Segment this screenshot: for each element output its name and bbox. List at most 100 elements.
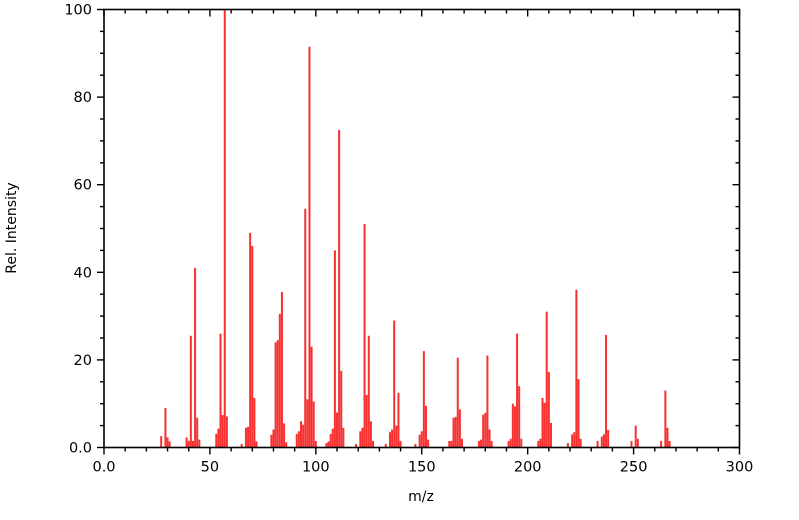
spectrum-bar [477,440,480,448]
plot-border [103,8,741,449]
spectrum-bar [507,440,510,448]
spectrum-bar [285,442,288,448]
spectrum-bar [253,398,256,448]
spectrum-bar [189,335,192,448]
spectrum-bar [327,441,330,448]
spectrum-bar [577,379,580,448]
spectrum-bar [480,439,483,448]
spectrum-bar [168,441,171,448]
x-tick-label: 100 [302,460,330,476]
spectrum-bar [602,434,605,448]
spectrum-bar [520,438,523,448]
spectrum-bar [547,372,550,448]
spectrum-bar [274,342,277,448]
spectrum-bar [452,417,455,448]
spectrum-bar [283,423,286,448]
spectrum-bar [630,440,633,448]
spectrum-bar [422,351,425,448]
spectrum-bar [244,427,247,448]
spectrum-bar [458,409,461,448]
spectrum-bar [490,440,493,448]
spectrum-bar [488,429,491,448]
spectrum-bar [355,444,358,448]
spectrum-bar [297,431,300,448]
spectrum-bar [372,440,375,448]
spectrum-bar [217,428,220,448]
spectrum-bar [607,429,610,448]
spectrum-bar [359,431,362,448]
spectrum-bar [219,333,222,448]
spectrum-bar [255,441,258,448]
spectrum-bar [397,392,400,448]
spectrum-bar [545,311,548,448]
spectrum-bar [605,334,608,448]
spectrum-bar [247,426,250,448]
spectrum-bar [342,427,345,448]
y-tick-label: 40 [74,265,92,281]
spectrum-bar [566,443,569,448]
spectrum-bar [539,438,542,448]
y-tick-label: 0.0 [69,441,92,457]
spectrum-bar [537,440,540,448]
spectrum-bar [461,438,463,448]
x-tick-label: 300 [726,460,754,476]
spectrum-bar [240,444,243,448]
axes [103,8,741,449]
axis-ticks [97,8,741,455]
spectrum-bar [310,346,313,448]
spectrum-bar [308,46,311,448]
spectrum-bar [272,429,275,448]
spectrum-bar [575,289,578,448]
tick-labels: 0.0 50 100 150 200 250 300 0.0 20 40 60 80 100 [64,3,753,476]
spectrum-bar [484,412,487,448]
spectrum-bar [424,405,427,448]
spectrum-bar [573,432,576,448]
spectrum-bar [486,355,489,448]
spectrum-bar [329,433,332,448]
spectrum-bar [166,437,169,448]
spectrum-bar [314,440,317,448]
spectrum-bar [668,440,671,448]
spectrum-bar [191,440,194,448]
spectrum-bar [333,250,336,448]
spectrum-bar [249,232,252,448]
spectrum-bar [450,440,453,448]
spectrum-bar [420,431,423,448]
spectrum-bar [276,340,279,448]
spectrum-bar [365,394,368,448]
spectrum-bar [518,386,521,448]
x-axis-label: m/z [408,489,434,505]
spectrum-bar [549,422,552,448]
spectrum-bar [454,416,457,448]
spectrum-bar [369,421,372,448]
spectrum-bar [198,439,201,448]
spectrum-bar [388,432,391,448]
spectrum-bar [571,434,574,448]
spectrum-bar [511,403,514,448]
x-tick-label: 0.0 [92,460,115,476]
spectrum-bar [399,440,402,448]
spectrum-bar [194,267,197,448]
spectrum-bar [225,416,228,448]
spectrum-bar [666,427,669,448]
spectrum-bar [660,440,663,448]
y-tick-label: 100 [64,3,92,19]
spectrum-bar [306,399,309,448]
spectrum-bar [367,335,370,448]
spectrum-bar [427,439,430,448]
spectrum-bars [160,9,671,448]
spectrum-bar [331,428,334,448]
spectrum-bar [418,434,421,448]
spectrum-bar [456,357,459,448]
spectrum-bar [634,425,637,448]
spectrum-bar [395,425,398,448]
spectrum-bar [280,292,283,448]
spectrum-bar [196,417,199,448]
x-tick-label: 200 [514,460,542,476]
spectrum-bar [270,434,273,448]
spectrum-bar [215,433,218,448]
y-tick-label: 60 [74,178,92,194]
spectrum-bar [325,443,328,448]
spectrum-bar [185,437,188,448]
